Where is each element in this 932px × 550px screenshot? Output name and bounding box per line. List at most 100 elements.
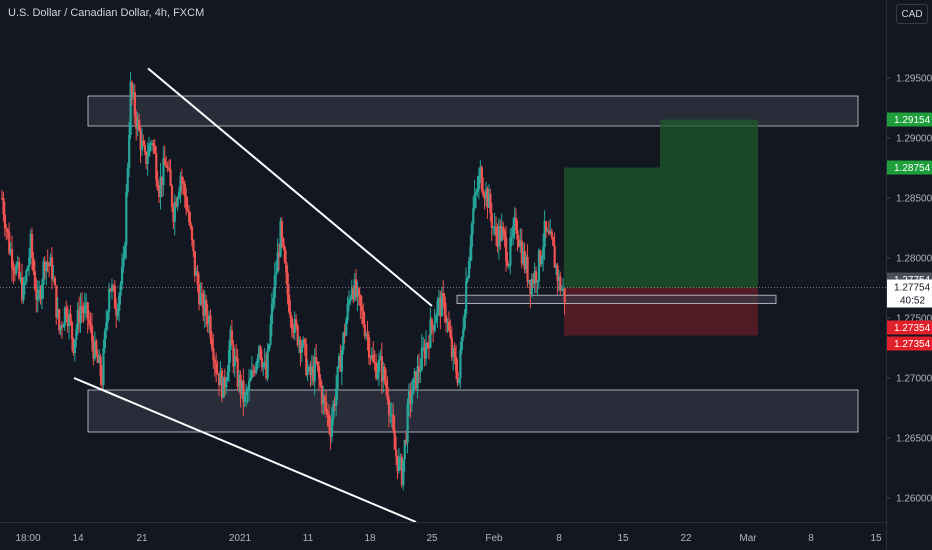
- candle-body: [112, 285, 115, 287]
- candle-body: [169, 169, 172, 187]
- candle-body: [457, 378, 461, 383]
- candle-body: [270, 303, 274, 324]
- candle-body: [425, 343, 428, 359]
- candle-body: [40, 284, 44, 300]
- candle-body: [132, 92, 135, 95]
- candle-body: [85, 302, 88, 306]
- candle-body: [476, 189, 479, 192]
- candle-body: [362, 310, 365, 325]
- candle-body: [62, 325, 65, 328]
- candle-body: [269, 323, 272, 345]
- candle-body: [546, 230, 549, 232]
- candle-body: [262, 363, 265, 368]
- candle-body: [467, 261, 471, 278]
- candle-body: [166, 167, 169, 169]
- price-label-bg: [887, 160, 932, 175]
- candle-body: [443, 296, 446, 316]
- candle-body: [449, 330, 452, 338]
- candle-body: [123, 244, 126, 259]
- candle-body: [366, 333, 369, 337]
- candle-body: [159, 176, 162, 197]
- candle-body: [516, 230, 519, 240]
- candle-body: [313, 357, 316, 382]
- candle-body: [357, 288, 361, 296]
- candle-body: [409, 391, 412, 404]
- candle-body: [129, 82, 132, 135]
- candle-body: [327, 414, 331, 427]
- candle-body: [30, 233, 34, 259]
- candle-body: [512, 225, 515, 238]
- candle-body: [106, 312, 109, 323]
- candle-body: [515, 217, 518, 231]
- y-tick-label: 1.28500: [896, 194, 932, 205]
- last-price-label: 1.27754: [894, 283, 931, 294]
- candle-body: [480, 167, 483, 190]
- candle-body: [560, 289, 563, 291]
- candle-body: [525, 256, 528, 270]
- candle-body: [263, 361, 266, 364]
- support-zone: [87, 389, 859, 433]
- candle-body: [377, 359, 381, 373]
- candle-body: [436, 301, 439, 317]
- candle-body: [35, 288, 38, 301]
- chart-title: U.S. Dollar / Canadian Dollar, 4h, FXCM: [8, 7, 205, 19]
- y-tick-label: 1.28000: [896, 254, 932, 265]
- candle-body: [276, 252, 279, 273]
- candle-body: [246, 390, 249, 392]
- candle-body: [439, 297, 442, 317]
- candle-body: [92, 341, 95, 359]
- candle-body: [163, 158, 166, 165]
- candle-body: [530, 279, 533, 295]
- candle-body: [122, 258, 125, 267]
- candle-body: [265, 361, 268, 378]
- candle-body: [210, 338, 214, 349]
- candle-body: [75, 329, 78, 340]
- candle-body: [176, 197, 179, 207]
- candle-body: [188, 211, 191, 223]
- candle-body: [68, 314, 71, 327]
- candle-body: [503, 230, 506, 238]
- price-axis-divider: [886, 0, 887, 550]
- candle-body: [60, 325, 64, 328]
- candle-body: [160, 176, 164, 186]
- candle-body: [486, 188, 489, 208]
- candle-body: [240, 380, 244, 395]
- candle-body: [79, 306, 82, 324]
- candle-body: [363, 324, 366, 336]
- candle-body: [555, 265, 558, 268]
- candle-body: [259, 346, 262, 358]
- candle-body: [143, 145, 146, 152]
- candle-body: [178, 191, 181, 198]
- candle-body: [233, 356, 236, 367]
- candle-body: [226, 371, 229, 381]
- candle-body: [156, 179, 159, 190]
- currency-button[interactable]: CAD: [896, 4, 928, 24]
- candle-body: [406, 403, 409, 443]
- candle-body: [387, 399, 391, 415]
- candle-body: [222, 376, 225, 398]
- candle-body: [142, 140, 145, 146]
- candle-body: [506, 261, 509, 266]
- candle-body: [469, 247, 472, 262]
- candle-body: [238, 374, 241, 387]
- price-label: 1.27354: [894, 323, 931, 334]
- candle-body: [413, 371, 416, 379]
- candle-body: [336, 366, 339, 389]
- candle-body: [293, 319, 296, 333]
- candle-body: [493, 226, 496, 228]
- candle-body: [330, 418, 334, 437]
- x-tick-label: 25: [426, 533, 438, 544]
- candle-body: [219, 370, 222, 386]
- candle-body: [350, 288, 354, 299]
- candle-body: [22, 283, 25, 301]
- candle-body: [522, 250, 525, 264]
- candle-body: [433, 322, 436, 331]
- candle-body: [70, 321, 74, 339]
- candle-body: [437, 297, 441, 302]
- candle-body: [26, 266, 29, 271]
- candle-body: [463, 313, 466, 329]
- price-label: 1.29154: [894, 115, 931, 126]
- candle-body: [559, 276, 562, 291]
- candle-body: [296, 325, 299, 345]
